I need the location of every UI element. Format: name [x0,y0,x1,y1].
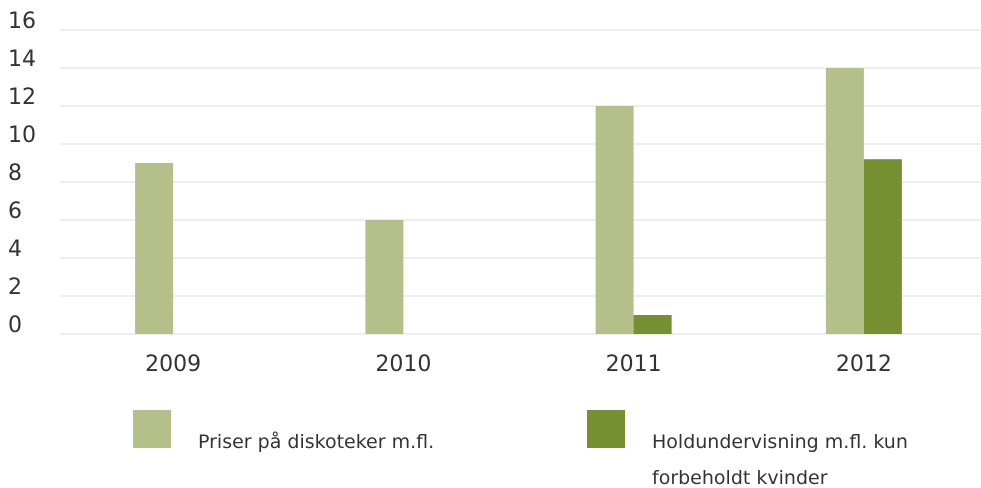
x-tick-label: 2009 [145,352,201,377]
y-tick-label: 14 [8,47,36,72]
y-tick-label: 12 [8,85,36,110]
legend-swatch [133,410,171,448]
x-tick-label: 2011 [606,352,662,377]
legend-label: Holdundervisning m.fl. kun forbeholdt kv… [652,431,908,488]
bar [595,106,634,334]
y-tick-label: 16 [8,9,36,34]
y-tick-label: 8 [8,161,22,186]
y-tick-label: 2 [8,275,22,300]
bar [863,159,902,334]
y-tick-label: 10 [8,123,36,148]
legend-label: Priser på diskoteker m.fl. [198,431,435,453]
legend-swatch [587,410,625,448]
bar [825,68,864,334]
y-tick-label: 0 [8,313,22,338]
y-tick-label: 6 [8,199,22,224]
bar [135,163,174,334]
bar [633,315,672,334]
x-tick-label: 2012 [836,352,892,377]
y-tick-label: 4 [8,237,22,262]
bar [365,220,404,334]
x-tick-label: 2010 [375,352,431,377]
